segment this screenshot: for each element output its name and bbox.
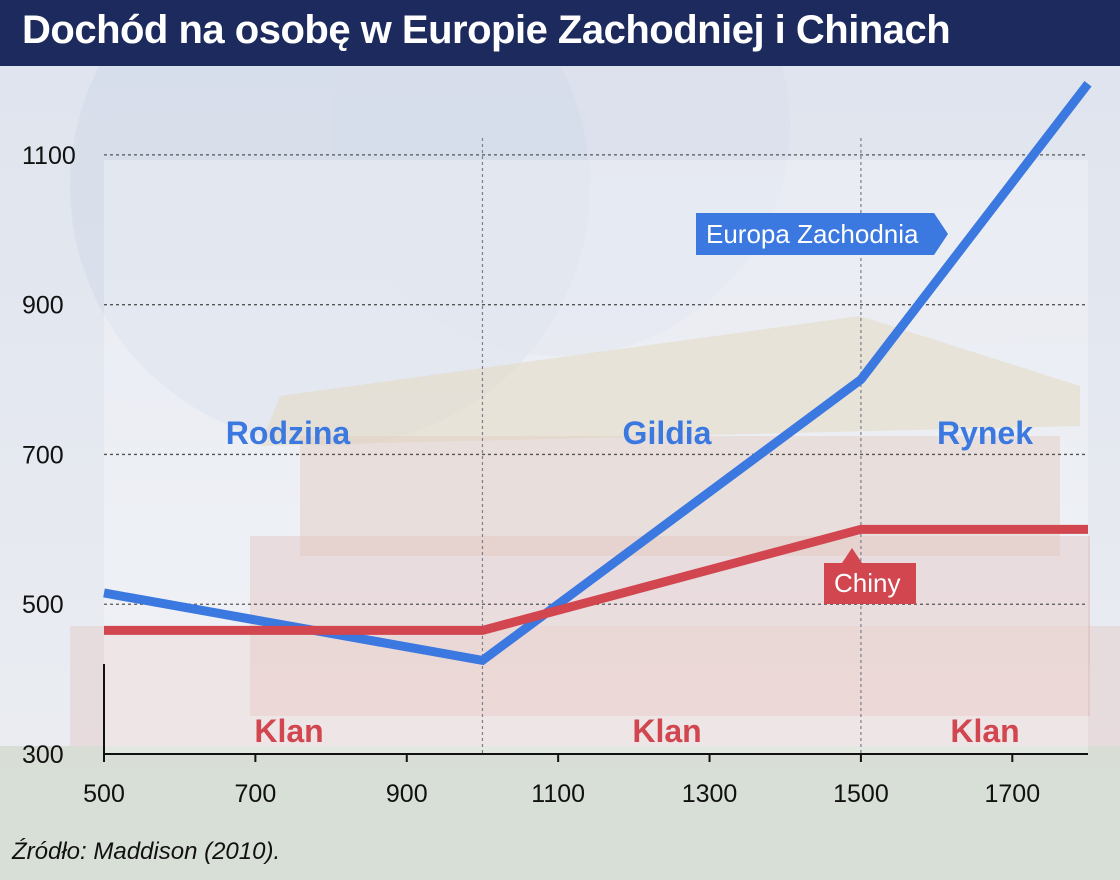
era-label-europe: Rodzina (226, 415, 351, 451)
series-tag-europe-shape (696, 213, 948, 255)
source-note: Źródło: Maddison (2010). (12, 838, 281, 865)
page-title: Dochód na osobę w Europie Zachodniej i C… (22, 8, 951, 52)
y-tick-label: 1100 (22, 142, 76, 170)
series-tag-china-label: Chiny (834, 568, 900, 598)
x-tick-label: 1700 (984, 780, 1040, 808)
background-illustration (0, 66, 1120, 880)
series-tag-china: Chiny (824, 548, 916, 604)
y-tick-label: 300 (22, 741, 64, 769)
x-tick-label: 700 (235, 780, 277, 808)
x-tick-label: 1300 (682, 780, 738, 808)
series-line-1 (104, 524, 1088, 635)
x-tick-label: 500 (83, 780, 125, 808)
plot-area (104, 160, 1088, 754)
era-label-europe: Rynek (937, 415, 1033, 451)
series-tag-europe: Europa Zachodnia (696, 213, 948, 255)
x-tick-label: 1500 (833, 780, 889, 808)
y-tick-label: 900 (22, 292, 64, 320)
era-label-europe: Gildia (623, 415, 712, 451)
x-tick-label: 900 (386, 780, 428, 808)
series-tag-europe-label: Europa Zachodnia (706, 219, 919, 249)
title-bar: Dochód na osobę w Europie Zachodniej i C… (0, 0, 1120, 66)
x-tick-label: 1100 (531, 780, 585, 808)
series-tag-china-shape (824, 548, 916, 604)
y-tick-label: 500 (22, 591, 64, 619)
era-label-china: Klan (950, 713, 1019, 749)
era-label-china: Klan (632, 713, 701, 749)
era-label-china: Klan (254, 713, 323, 749)
y-tick-label: 700 (22, 441, 64, 469)
